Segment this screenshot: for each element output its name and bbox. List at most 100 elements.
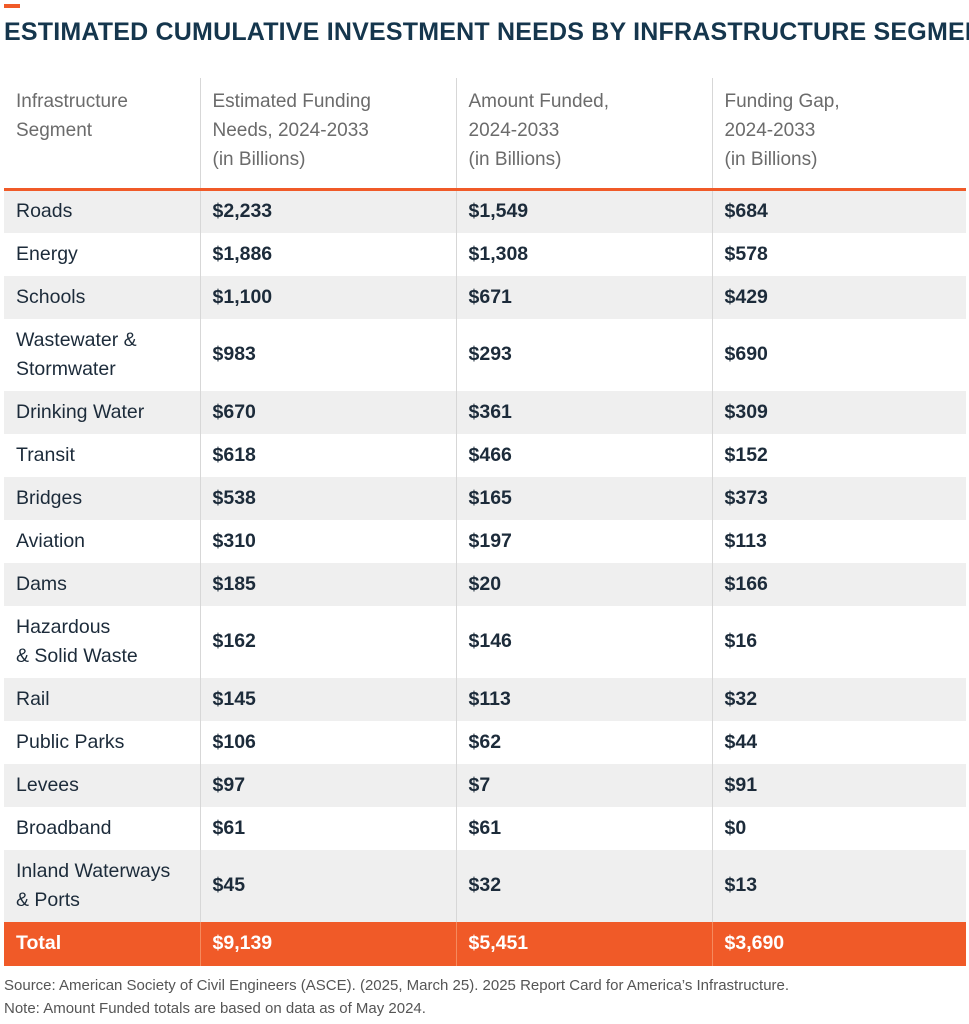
table-row: Aviation $310 $197 $113 <box>4 519 966 563</box>
needs-cell: $618 <box>199 433 456 477</box>
needs-cell: $538 <box>199 476 456 520</box>
segment-cell: Roads <box>4 190 200 233</box>
table-row: Inland Waterways & Ports $45 $32 $13 <box>4 849 966 922</box>
funded-cell: $7 <box>455 763 712 807</box>
segment-label: & Ports <box>16 888 80 911</box>
funded-cell: $113 <box>455 677 712 721</box>
segment-cell: Schools <box>4 276 200 319</box>
funded-cell: $62 <box>455 720 712 764</box>
table-row: Roads $2,233 $1,549 $684 <box>4 189 966 233</box>
needs-cell: $1,100 <box>199 275 456 319</box>
header-gap-line: (in Billions) <box>724 149 818 170</box>
header-funded: Amount Funded, 2024-2033 (in Billions) <box>455 78 712 190</box>
total-gap: $3,690 <box>711 921 966 966</box>
table-row: Hazardous & Solid Waste $162 $146 $16 <box>4 605 966 678</box>
total-funded: $5,451 <box>455 921 712 966</box>
table-row: Dams $185 $20 $166 <box>4 562 966 606</box>
segment-label: Inland Waterways <box>16 859 171 882</box>
data-note: Note: Amount Funded totals are based on … <box>4 1000 426 1017</box>
funded-cell: $197 <box>455 519 712 563</box>
segment-cell: Rail <box>4 678 200 721</box>
needs-cell: $983 <box>199 318 456 391</box>
segment-label: Roads <box>16 200 73 223</box>
header-segment: Infrastructure Segment <box>4 78 200 190</box>
segment-cell: Inland Waterways & Ports <box>4 850 200 922</box>
needs-cell: $1,886 <box>199 232 456 276</box>
needs-cell: $97 <box>199 763 456 807</box>
segment-label: Transit <box>16 443 75 466</box>
table-row: Bridges $538 $165 $373 <box>4 476 966 520</box>
segment-label: Schools <box>16 285 86 308</box>
funded-cell: $20 <box>455 562 712 606</box>
segment-label: Dams <box>16 572 67 595</box>
header-needs-line: Needs, 2024-2033 <box>212 120 369 141</box>
segment-label: Aviation <box>16 529 86 552</box>
investment-table: Infrastructure Segment Estimated Funding Ne… <box>4 78 966 966</box>
segment-label: Broadband <box>16 816 112 839</box>
segment-label: Bridges <box>16 486 83 509</box>
needs-cell: $162 <box>199 605 456 678</box>
gap-cell: $578 <box>711 232 966 276</box>
gap-cell: $373 <box>711 476 966 520</box>
segment-cell: Aviation <box>4 520 200 563</box>
segment-label: Rail <box>16 687 50 710</box>
header-gap-line: Funding Gap, <box>724 91 840 112</box>
segment-cell: Levees <box>4 764 200 807</box>
segment-cell: Dams <box>4 563 200 606</box>
header-needs-line: Estimated Funding <box>212 91 371 112</box>
segment-cell: Hazardous & Solid Waste <box>4 606 200 678</box>
gap-cell: $44 <box>711 720 966 764</box>
gap-cell: $309 <box>711 390 966 434</box>
funded-cell: $1,549 <box>455 189 712 233</box>
needs-cell: $670 <box>199 390 456 434</box>
table-row: Transit $618 $466 $152 <box>4 433 966 477</box>
gap-cell: $690 <box>711 318 966 391</box>
funded-cell: $165 <box>455 476 712 520</box>
table-body: Roads $2,233 $1,549 $684 Energy $1,886 $1,308 $… <box>4 189 966 966</box>
segment-label: Public Parks <box>16 730 125 753</box>
segment-cell: Bridges <box>4 477 200 520</box>
needs-cell: $45 <box>199 849 456 922</box>
funded-cell: $671 <box>455 275 712 319</box>
header-funded-line: 2024-2033 <box>468 120 560 141</box>
table-row: Levees $97 $7 $91 <box>4 763 966 807</box>
segment-label: Wastewater & <box>16 328 137 351</box>
accent-bar <box>4 4 20 8</box>
gap-cell: $91 <box>711 763 966 807</box>
funded-cell: $61 <box>455 806 712 850</box>
segment-cell: Wastewater & Stormwater <box>4 319 200 391</box>
needs-cell: $145 <box>199 677 456 721</box>
gap-cell: $0 <box>711 806 966 850</box>
header-segment-line: Segment <box>16 120 93 141</box>
segment-label: Hazardous <box>16 615 111 638</box>
gap-cell: $684 <box>711 189 966 233</box>
header-needs-line: (in Billions) <box>212 149 306 170</box>
table-row: Drinking Water $670 $361 $309 <box>4 390 966 434</box>
gap-cell: $429 <box>711 275 966 319</box>
gap-cell: $113 <box>711 519 966 563</box>
segment-cell: Energy <box>4 233 200 276</box>
segment-label: Stormwater <box>16 357 116 380</box>
table-row: Rail $145 $113 $32 <box>4 677 966 721</box>
needs-cell: $106 <box>199 720 456 764</box>
gap-cell: $32 <box>711 677 966 721</box>
funded-cell: $293 <box>455 318 712 391</box>
segment-cell: Drinking Water <box>4 391 200 434</box>
header-segment-line: Infrastructure <box>16 91 128 112</box>
segment-cell: Broadband <box>4 807 200 850</box>
header-gap: Funding Gap, 2024-2033 (in Billions) <box>711 78 966 190</box>
funded-cell: $32 <box>455 849 712 922</box>
needs-cell: $2,233 <box>199 189 456 233</box>
funded-cell: $1,308 <box>455 232 712 276</box>
segment-label: Levees <box>16 773 79 796</box>
total-needs: $9,139 <box>199 921 456 966</box>
page-title: ESTIMATED CUMULATIVE INVESTMENT NEEDS BY… <box>4 18 969 46</box>
segment-label: Energy <box>16 242 78 265</box>
header-needs: Estimated Funding Needs, 2024-2033 (in Bil… <box>199 78 456 190</box>
footnotes: Source: American Society of Civil Engine… <box>4 974 789 1020</box>
gap-cell: $13 <box>711 849 966 922</box>
gap-cell: $166 <box>711 562 966 606</box>
segment-label: & Solid Waste <box>16 644 138 667</box>
needs-cell: $61 <box>199 806 456 850</box>
total-row: Total $9,139 $5,451 $3,690 <box>4 921 966 966</box>
